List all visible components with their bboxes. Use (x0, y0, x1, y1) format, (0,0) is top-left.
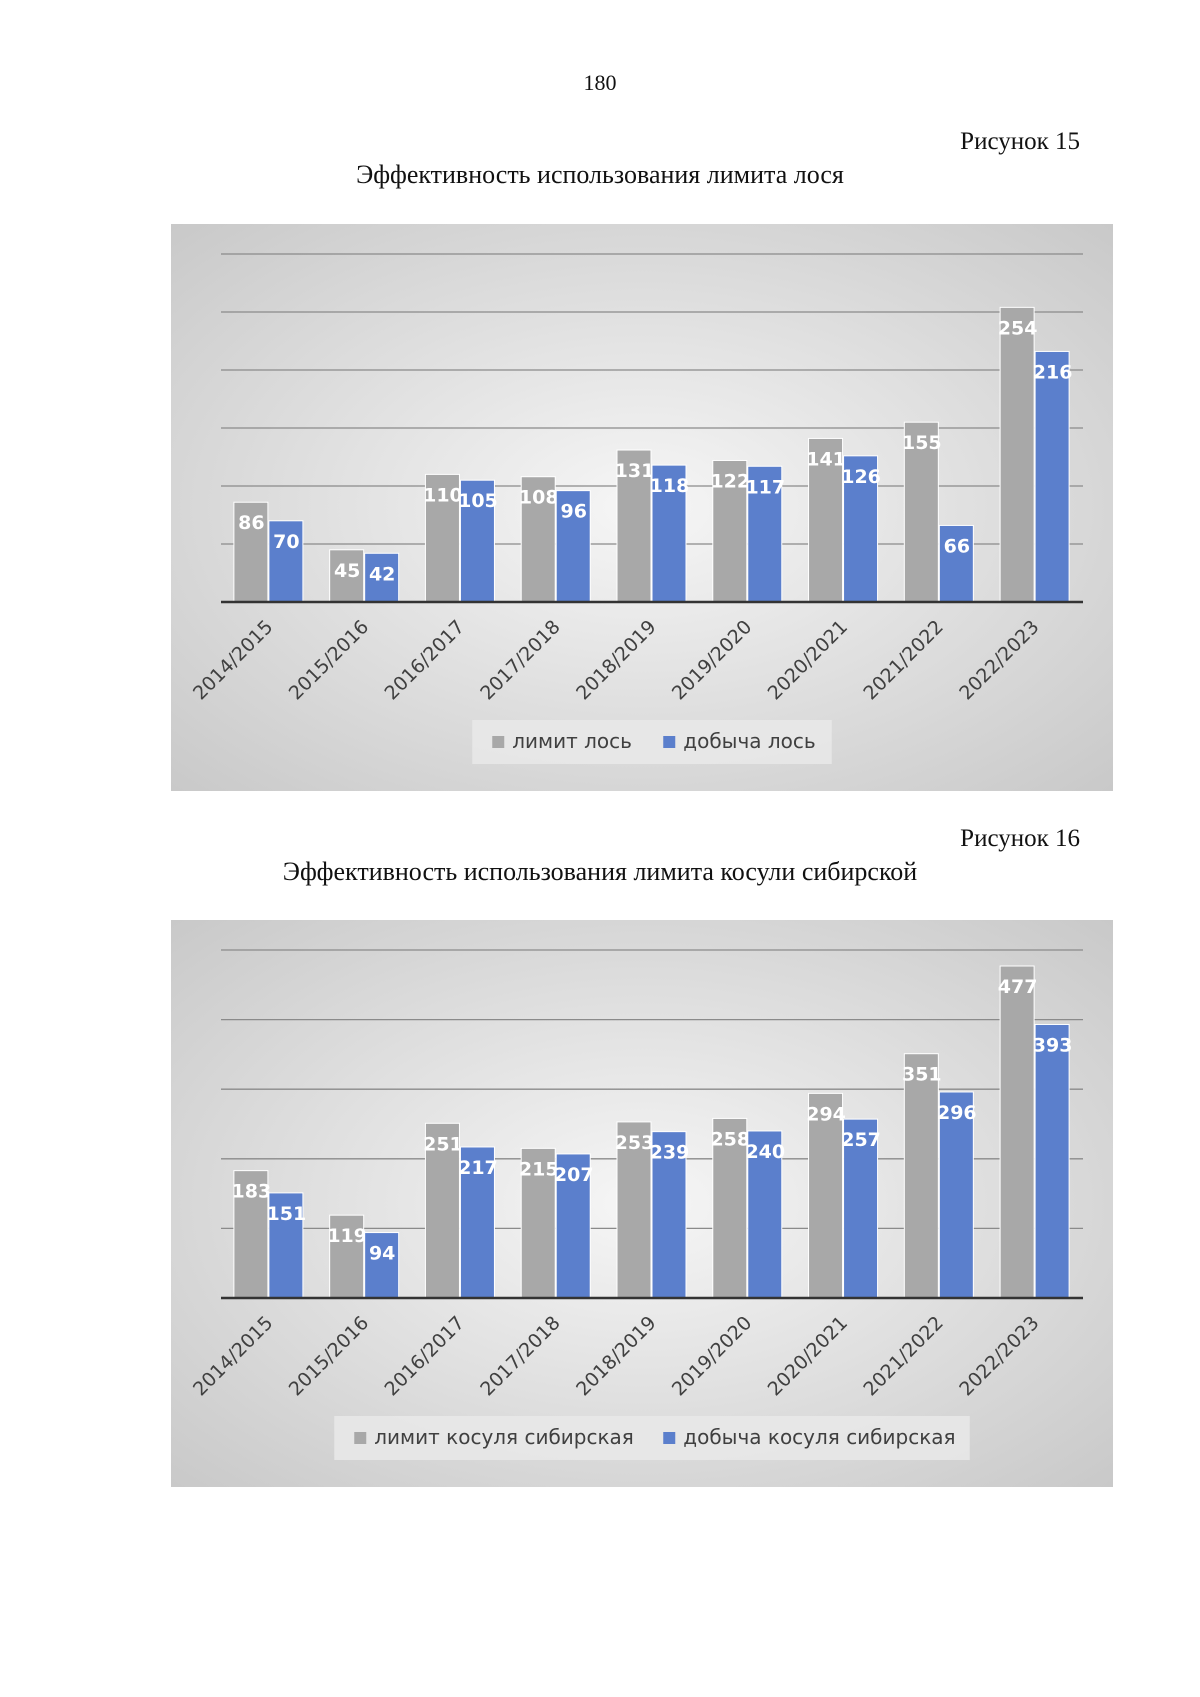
data-label: 257 (841, 1129, 881, 1151)
data-label: 207 (554, 1164, 594, 1186)
bar-harvest (459, 1146, 495, 1299)
legend-label: добыча косуля сибирская (683, 1425, 955, 1449)
legend: лимит косуля сибирская добыча косуля сиби… (334, 1416, 970, 1460)
data-label: 155 (902, 432, 942, 454)
bar-limit (233, 501, 269, 603)
data-label: 183 (232, 1181, 272, 1203)
data-label: 239 (650, 1142, 690, 1164)
bar-harvest (651, 1131, 687, 1299)
bar-limit (712, 1117, 748, 1299)
data-label: 254 (998, 317, 1038, 339)
data-label: 351 (902, 1064, 942, 1086)
data-label: 393 (1033, 1034, 1073, 1056)
data-label: 477 (998, 976, 1038, 998)
data-label: 122 (710, 470, 750, 492)
bar-limit (520, 476, 556, 603)
data-label: 294 (806, 1103, 846, 1125)
data-label: 42 (369, 563, 395, 585)
data-label: 110 (423, 484, 463, 506)
bar-harvest (938, 524, 974, 603)
data-label: 108 (519, 487, 559, 509)
data-label: 45 (334, 560, 360, 582)
bar-harvest (938, 1091, 974, 1299)
data-label: 126 (841, 466, 881, 488)
legend-label: добыча лось (683, 729, 815, 753)
data-label: 216 (1033, 361, 1073, 383)
data-label: 70 (273, 531, 299, 553)
bar-limit (424, 1122, 460, 1299)
legend-label: лимит лось (512, 729, 632, 753)
data-label: 253 (615, 1132, 655, 1154)
data-label: 141 (806, 448, 846, 470)
moose-chart: 86 70 2014/2015 45 42 2015/2016 110 105 2016/201… (171, 224, 1113, 791)
data-label: 240 (745, 1141, 785, 1163)
bar-limit (999, 965, 1035, 1299)
figure-16-label: Рисунок 16 (960, 825, 1080, 852)
legend-box (334, 1416, 970, 1460)
legend: лимит лось добыча лось (472, 720, 832, 764)
bar-limit (999, 306, 1035, 603)
bar-limit (233, 1170, 269, 1299)
figure-16-title: Эффективность использования лимита косул… (282, 857, 918, 886)
bar-limit (903, 1053, 939, 1299)
bar-harvest (555, 490, 591, 603)
legend-box (472, 720, 832, 764)
data-label: 118 (650, 475, 690, 497)
bar-limit (808, 1092, 844, 1299)
data-label: 258 (710, 1128, 750, 1150)
bar-harvest (268, 1192, 304, 1299)
bar-limit (616, 449, 652, 603)
bar-limit (520, 1147, 556, 1299)
data-label: 151 (267, 1203, 307, 1225)
legend-swatch (663, 736, 676, 748)
bar-harvest (747, 465, 783, 603)
figure-15-label: Рисунок 15 (960, 128, 1080, 155)
data-label: 117 (745, 476, 785, 498)
data-label: 105 (458, 490, 498, 512)
roe-deer-chart: 183 151 2014/2015 119 94 2015/2016 251 217 2016/… (171, 920, 1113, 1487)
legend-swatch (492, 736, 505, 748)
roe-deer-chart-svg: 1831512014/2015119942015/20162512172016/… (171, 920, 1113, 1487)
data-label: 296 (937, 1102, 977, 1124)
legend-swatch (354, 1432, 367, 1444)
data-label: 119 (327, 1225, 367, 1247)
data-label: 217 (458, 1157, 498, 1179)
figure-15-title: Эффективность использования лимита лося (356, 160, 844, 189)
bar-harvest (364, 552, 400, 603)
data-label: 96 (560, 501, 586, 523)
data-label: 251 (423, 1133, 463, 1155)
legend-label: лимит косуля сибирская (374, 1425, 634, 1449)
legend-swatch (663, 1432, 676, 1444)
data-label: 215 (519, 1158, 559, 1180)
bar-harvest (1034, 1023, 1070, 1299)
data-label: 131 (615, 460, 655, 482)
bar-limit (808, 437, 844, 603)
bar-limit (712, 459, 748, 603)
bar-harvest (1034, 350, 1070, 603)
page-number: 180 (583, 70, 617, 95)
data-label: 86 (238, 512, 264, 534)
data-label: 66 (944, 535, 970, 557)
data-label: 94 (369, 1243, 395, 1265)
bar-limit (329, 1214, 365, 1299)
